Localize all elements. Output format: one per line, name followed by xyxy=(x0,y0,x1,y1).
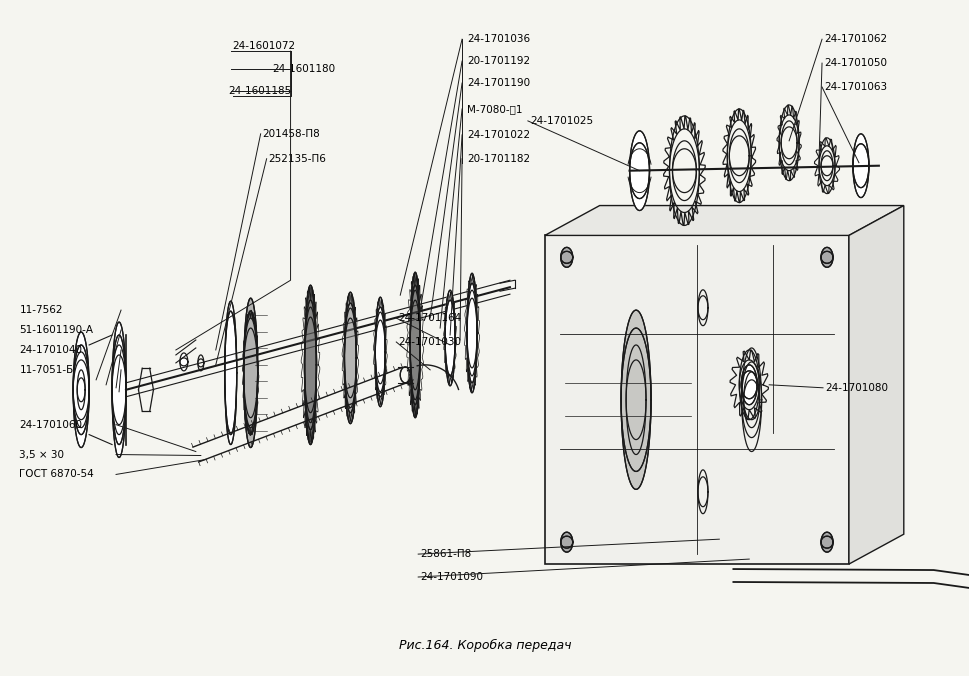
Polygon shape xyxy=(375,297,385,407)
Polygon shape xyxy=(852,134,868,197)
Polygon shape xyxy=(112,322,126,458)
Text: 25861-П8: 25861-П8 xyxy=(420,549,471,559)
Text: 24-1701060: 24-1701060 xyxy=(19,420,82,430)
Polygon shape xyxy=(73,332,89,448)
Text: 201458-П8: 201458-П8 xyxy=(263,129,320,139)
Text: 24-1701164: 24-1701164 xyxy=(398,313,461,323)
Text: 24-1701062: 24-1701062 xyxy=(824,34,887,44)
Polygon shape xyxy=(545,235,848,564)
Text: Рис.164. Коробка передач: Рис.164. Коробка передач xyxy=(398,639,571,652)
Text: 24-1601072: 24-1601072 xyxy=(233,41,296,51)
Polygon shape xyxy=(820,532,832,552)
Text: 24-1701080: 24-1701080 xyxy=(825,383,887,393)
Polygon shape xyxy=(820,247,832,267)
Text: 24-1701036: 24-1701036 xyxy=(466,34,530,44)
Text: 20-1701182: 20-1701182 xyxy=(466,153,530,164)
Polygon shape xyxy=(243,298,258,448)
Text: 24-1701050: 24-1701050 xyxy=(824,58,886,68)
Polygon shape xyxy=(344,292,356,424)
Text: 24-1601185: 24-1601185 xyxy=(229,86,292,96)
Text: 51-1601190-А: 51-1601190-А xyxy=(19,325,93,335)
Text: ГОСТ 6870-54: ГОСТ 6870-54 xyxy=(19,469,94,479)
Polygon shape xyxy=(620,310,650,489)
Text: 24-1701030: 24-1701030 xyxy=(398,337,461,347)
Text: 3,5 × 30: 3,5 × 30 xyxy=(19,450,64,460)
Polygon shape xyxy=(560,247,572,267)
Text: 24-1701090: 24-1701090 xyxy=(420,572,483,582)
Polygon shape xyxy=(848,206,903,564)
Polygon shape xyxy=(740,365,757,405)
Text: 24-1601180: 24-1601180 xyxy=(272,64,335,74)
Polygon shape xyxy=(410,272,420,418)
Polygon shape xyxy=(304,285,316,445)
Text: 24-1701022: 24-1701022 xyxy=(466,130,530,140)
Text: М-7080-䄌1: М-7080-䄌1 xyxy=(466,104,522,114)
Polygon shape xyxy=(466,273,477,393)
Polygon shape xyxy=(445,290,454,386)
Text: 24-1701190: 24-1701190 xyxy=(466,78,530,88)
Text: 252135-П6: 252135-П6 xyxy=(268,153,327,164)
Text: 24-1701063: 24-1701063 xyxy=(824,82,887,92)
Polygon shape xyxy=(560,532,572,552)
Text: 11-7051-Б: 11-7051-Б xyxy=(19,365,74,375)
Text: 24-1701025: 24-1701025 xyxy=(529,116,592,126)
Polygon shape xyxy=(225,301,236,445)
Polygon shape xyxy=(179,353,188,371)
Text: 20-1701192: 20-1701192 xyxy=(466,56,530,66)
Text: 24-1701040: 24-1701040 xyxy=(19,345,82,355)
Polygon shape xyxy=(545,206,903,235)
Text: 11-7562: 11-7562 xyxy=(19,305,63,315)
Polygon shape xyxy=(629,131,649,210)
